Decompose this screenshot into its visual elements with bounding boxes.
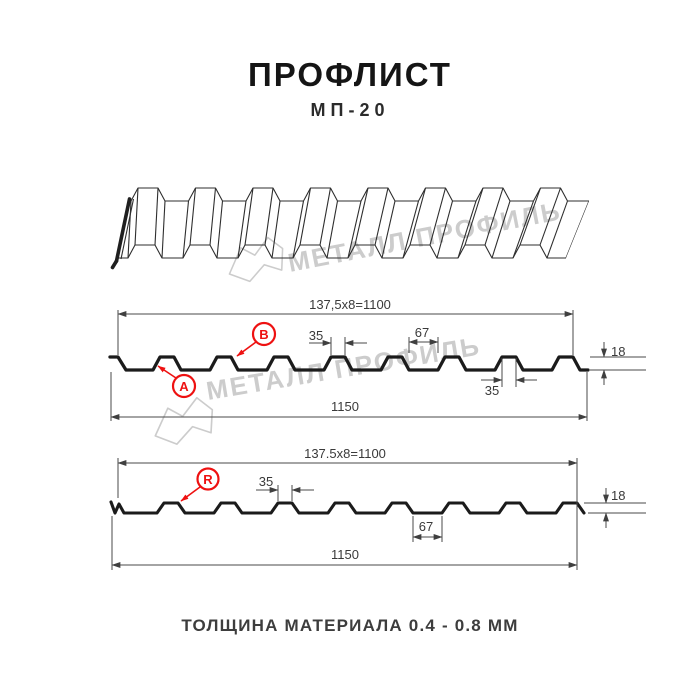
- dim-crest-bottom: 35: [485, 383, 499, 398]
- metall-profil-logo-icon: [228, 236, 284, 283]
- profile-outline: [108, 355, 590, 372]
- sheet-line: [464, 187, 484, 246]
- sheet-line: [429, 187, 447, 246]
- sheet-line: [182, 200, 190, 259]
- sheet-line: [116, 244, 589, 259]
- dim-height: 18: [611, 488, 625, 503]
- sheet-3d-view: МЕТАЛЛ ПРОФИЛЬ: [110, 187, 625, 283]
- sheet-line: [484, 187, 504, 246]
- sheet-line: [128, 187, 589, 202]
- sheet-line: [402, 200, 420, 259]
- callout-label-b: B: [259, 327, 268, 342]
- sheet-line: [299, 187, 312, 246]
- sheet-line: [436, 200, 454, 259]
- sheet-line: [491, 200, 511, 259]
- sheet-line: [595, 188, 618, 245]
- callout-circle-a: [171, 373, 197, 399]
- sheet-line: [216, 200, 224, 259]
- sheet-line: [326, 200, 339, 259]
- sheet-line: [154, 187, 159, 246]
- dim-pitch: 137,5x8=1100: [309, 297, 391, 312]
- sheet-line: [381, 200, 396, 259]
- sheet-line: [409, 187, 427, 246]
- sheet-line: [374, 187, 389, 246]
- page-title: ПРОФЛИСТ: [248, 56, 452, 93]
- sheet-line: [354, 187, 369, 246]
- sheet-line: [127, 200, 132, 259]
- watermark-text: МЕТАЛЛ ПРОФИЛЬ: [204, 330, 483, 405]
- sheet-line: [189, 187, 197, 246]
- sheet-line: [457, 200, 477, 259]
- sheet-line: [120, 198, 135, 260]
- sheet-line: [271, 200, 281, 259]
- sheet-line: [319, 187, 332, 246]
- material-thickness-note: ТОЛЩИНА МАТЕРИАЛА 0.4 - 0.8 ММ: [181, 616, 519, 635]
- dim-height: 18: [611, 344, 625, 359]
- sheet-line: [264, 187, 274, 246]
- product-model: МП-20: [310, 100, 390, 120]
- callout-leader-r: [180, 486, 201, 502]
- sheet-line: [209, 187, 217, 246]
- dim-valley: 67: [419, 519, 433, 534]
- dim-crest-top: 35: [309, 328, 323, 343]
- dim-valley: 67: [415, 325, 429, 340]
- sheet-line: [114, 197, 132, 263]
- dimension-lines: [110, 310, 646, 421]
- metall-profil-logo-icon: [154, 396, 214, 445]
- dim-total-width: 1150: [331, 399, 359, 414]
- sheet-line: [512, 200, 535, 259]
- watermark-2: МЕТАЛЛ ПРОФИЛЬ: [154, 330, 483, 445]
- sheet-linework: [110, 187, 625, 270]
- sheet-line: [574, 187, 589, 246]
- sheet-line: [244, 187, 254, 246]
- profile-outline: [109, 500, 586, 515]
- callout-label-a: A: [179, 379, 189, 394]
- sheet-line: [565, 200, 589, 259]
- profile-section-r: 137.5x8=1100 35 67 18 1150 R: [109, 446, 646, 570]
- sheet-line: [539, 187, 562, 246]
- sheet-line: [347, 200, 362, 259]
- sheet-line: [519, 187, 542, 246]
- sheet-line: [567, 200, 589, 259]
- callout-leader-a: [157, 365, 177, 379]
- sheet-line: [134, 187, 139, 246]
- dim-pitch: 137.5x8=1100: [304, 446, 386, 461]
- callout-leader-b: [236, 341, 257, 357]
- profile-section-ab: 137,5x8=1100 35 67 35 18 1150 A B: [108, 297, 646, 421]
- sheet-line: [602, 201, 625, 258]
- sheet-line: [110, 259, 119, 270]
- callout-label-r: R: [203, 472, 213, 487]
- callout-circle-r: [196, 467, 220, 491]
- sheet-line: [161, 200, 166, 259]
- dim-crest: 35: [259, 474, 273, 489]
- dimension-lines: [111, 458, 646, 570]
- sheet-line: [237, 200, 247, 259]
- dim-total-width: 1150: [331, 547, 359, 562]
- sheet-line: [546, 200, 569, 259]
- sheet-line: [292, 200, 305, 259]
- callout-circle-b: [251, 321, 277, 347]
